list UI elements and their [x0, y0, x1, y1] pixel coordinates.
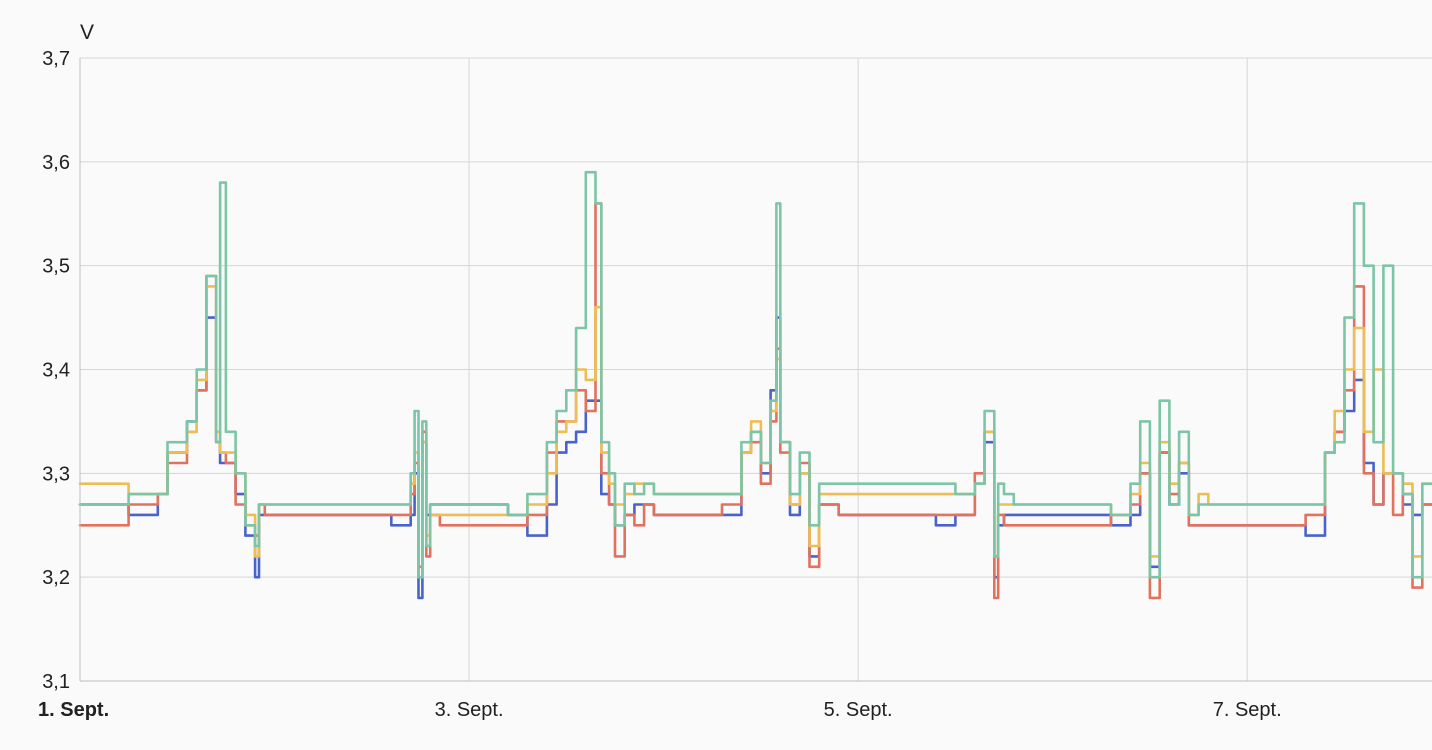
x-tick-label: 5. Sept.: [824, 699, 893, 721]
x-tick-label: 3. Sept.: [435, 699, 504, 721]
y-tick-label: 3,6: [42, 152, 70, 174]
y-tick-label: 3,7: [42, 48, 70, 70]
series-line-4: [78, 170, 1432, 579]
grid-lines: [79, 57, 1432, 682]
series-line-2: [78, 202, 1432, 600]
series-lines: [78, 170, 1432, 600]
y-axis-unit-label: V: [80, 21, 94, 44]
y-tick-label: 3,1: [42, 671, 70, 693]
axes: 3,1 3,2 3,3 3,4 3,5 3,6 3,7 1. Sept. 3. Sept. 5. …: [38, 48, 1432, 721]
y-tick-label: 3,5: [42, 256, 70, 278]
x-tick-label: 7. Sept.: [1213, 699, 1282, 721]
y-tick-label: 3,3: [42, 463, 70, 485]
series-line-1: [78, 316, 1432, 600]
x-tick-label: 1. Sept.: [38, 699, 109, 721]
y-tick-label: 3,2: [42, 567, 70, 589]
y-tick-label: 3,4: [42, 360, 70, 382]
